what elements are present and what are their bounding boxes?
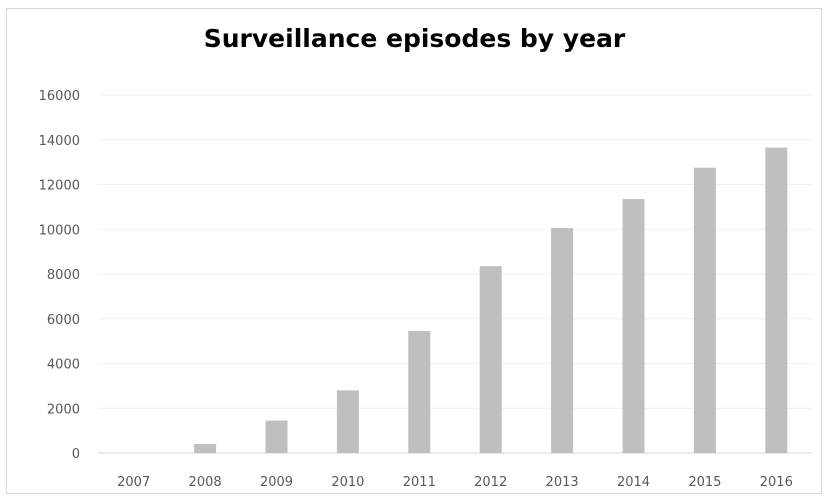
y-tick-label: 0 xyxy=(72,447,80,462)
y-tick-label: 6000 xyxy=(47,313,80,328)
y-tick-label: 2000 xyxy=(47,402,80,417)
chart-title: Surveillance episodes by year xyxy=(203,24,626,53)
x-tick-label: 2014 xyxy=(617,475,650,490)
x-tick-label: 2010 xyxy=(331,475,364,490)
x-tick-label: 2007 xyxy=(117,475,150,490)
y-tick-label: 14000 xyxy=(39,134,80,149)
bar-2014 xyxy=(622,199,645,453)
x-tick-label: 2012 xyxy=(474,475,507,490)
bar-2013 xyxy=(551,228,574,453)
x-tick-label: 2015 xyxy=(688,475,721,490)
x-tick-label: 2011 xyxy=(403,475,436,490)
bar-2010 xyxy=(336,390,359,453)
bar-2011 xyxy=(408,331,431,453)
y-tick-label: 8000 xyxy=(47,268,80,283)
y-tick-label: 10000 xyxy=(39,223,80,238)
x-tick-label: 2013 xyxy=(546,475,579,490)
x-tick-label: 2016 xyxy=(760,475,793,490)
bar-2008 xyxy=(194,444,217,453)
bar-2015 xyxy=(693,167,716,453)
bar-2012 xyxy=(479,266,502,453)
x-tick-label: 2008 xyxy=(189,475,222,490)
x-tick-label: 2009 xyxy=(260,475,293,490)
y-tick-label: 4000 xyxy=(47,358,80,373)
bar-2016 xyxy=(765,147,788,454)
y-tick-label: 12000 xyxy=(39,179,80,194)
y-tick-label: 16000 xyxy=(39,89,80,104)
bar-2009 xyxy=(265,420,288,453)
